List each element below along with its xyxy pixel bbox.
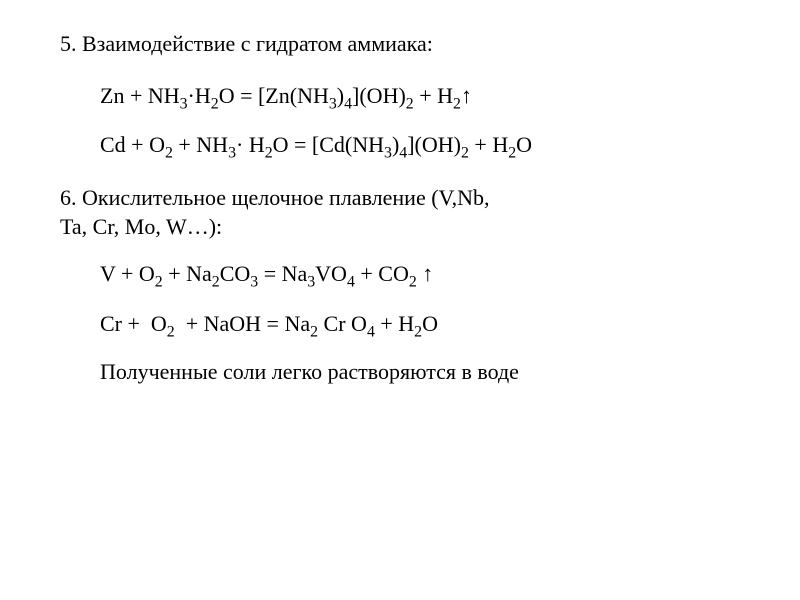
section-6-title-line2: Ta, Cr, Mo, W…): xyxy=(60,214,222,239)
equation-cd-nh3: Cd + O2 + NH3· H2O = [Cd(NH3)4](OH)2 + H… xyxy=(60,130,760,160)
equation-v-o2-na2co3: V + O2 + Na2CO3 = Na3VO4 + CO2 ↑ xyxy=(60,259,760,289)
slide: 5. Взаимодействие с гидратом аммиака: Zn… xyxy=(0,0,800,600)
equation-zn-nh3: Zn + NH3·H2O = [Zn(NH3)4](OH)2 + H2↑ xyxy=(60,81,760,111)
section-5-title: 5. Взаимодействие с гидратом аммиака: xyxy=(60,30,760,59)
equation-cr-o2-naoh: Cr + O2 + NaOH = Na2 Cr O4 + H2O xyxy=(60,309,760,339)
section-6-title-line1: 6. Окислительное щелочное плавление (V,N… xyxy=(60,185,489,210)
note-salts-dissolve: Полученные соли легко растворяются в вод… xyxy=(60,359,760,385)
section-6-title: 6. Окислительное щелочное плавление (V,N… xyxy=(60,184,760,241)
